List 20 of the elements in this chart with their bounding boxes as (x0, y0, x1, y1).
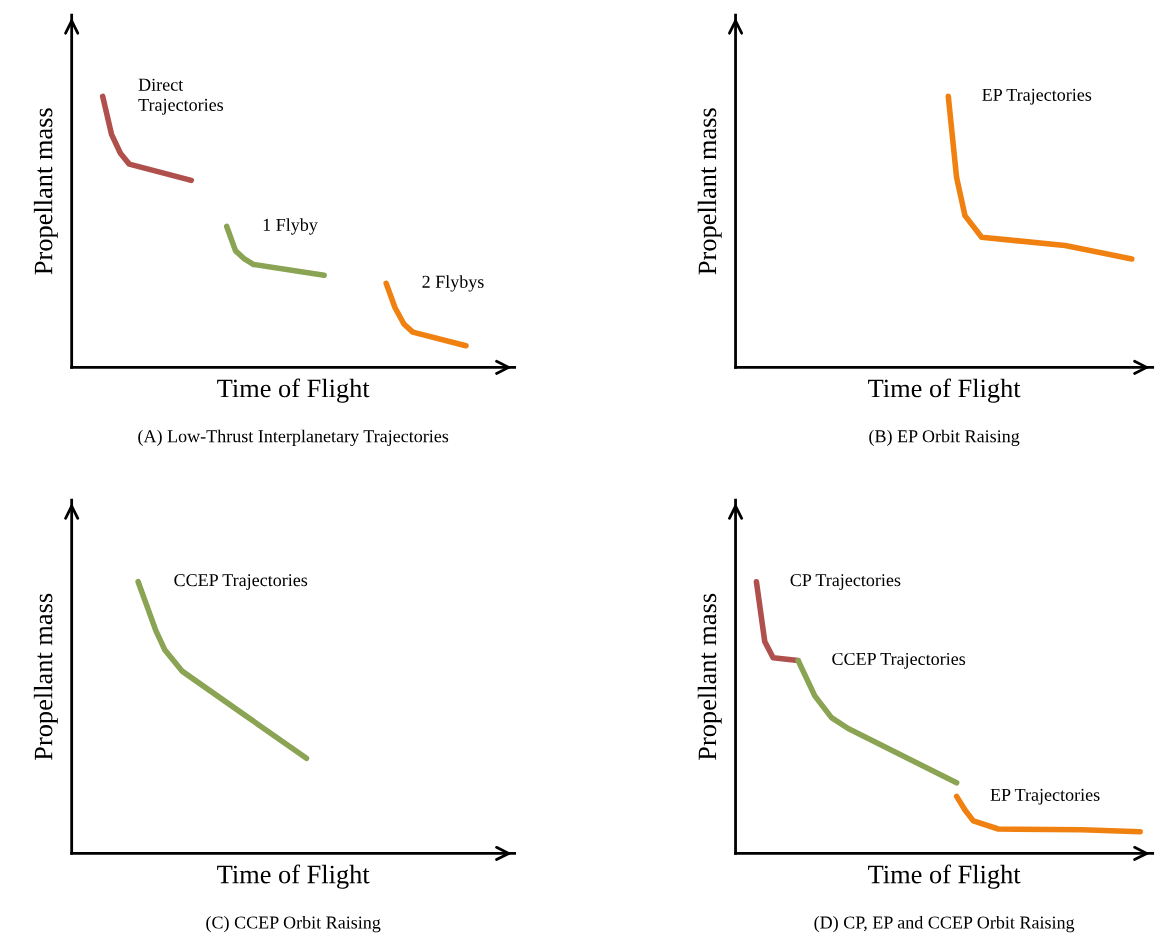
text: (A) Low-Thrust Interplanetary Trajectories (138, 429, 449, 447)
series-label: EP Trajectories (982, 88, 1092, 105)
series-label: 2 Flybys (422, 275, 484, 292)
text: (D) CP, EP and CCEP Orbit Raising (814, 915, 1075, 933)
series-label: CCEP Trajectories (832, 652, 966, 669)
series-label: Direct Trajectories (138, 78, 224, 115)
series-label: 1 Flyby (263, 218, 318, 235)
x-axis-title: Time of Flight (217, 378, 370, 403)
series-label: EP Trajectories (990, 788, 1100, 805)
x-axis-title: Time of Flight (868, 864, 1021, 889)
text: (C) CCEP Orbit Raising (206, 915, 381, 933)
y-axis-title: Propellant mass (697, 108, 722, 275)
series-label: CP Trajectories (790, 574, 901, 590)
series-label: CCEP Trajectories (174, 574, 308, 590)
y-axis-title: Propellant mass (33, 593, 58, 760)
y-axis-title: Propellant mass (697, 593, 722, 760)
x-axis-title: Time of Flight (217, 864, 370, 889)
text: (B) EP Orbit Raising (869, 429, 1020, 447)
y-axis-title: Propellant mass (33, 108, 58, 275)
x-axis-title: Time of Flight (868, 378, 1021, 403)
